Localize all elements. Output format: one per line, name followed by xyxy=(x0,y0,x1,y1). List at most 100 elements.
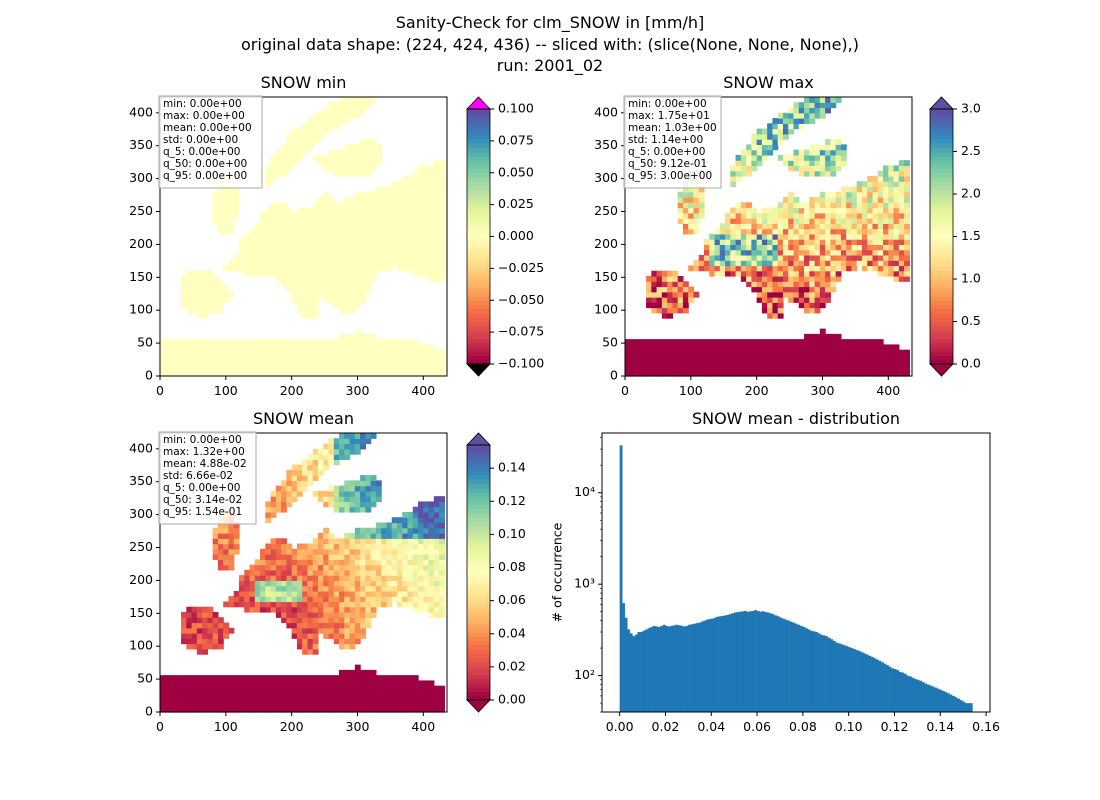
heatmap-cell xyxy=(207,281,214,288)
heatmap-cell xyxy=(191,286,198,293)
heatmap-cell xyxy=(181,617,187,624)
heatmap-cell xyxy=(433,690,440,697)
heatmap-cell xyxy=(386,354,393,361)
heatmap-cell xyxy=(433,511,440,518)
heatmap-cell xyxy=(391,596,398,603)
heatmap-cell xyxy=(439,223,445,230)
heatmap-cell xyxy=(872,228,879,235)
heatmap-cell xyxy=(344,107,351,114)
heatmap-cell xyxy=(349,339,356,346)
heatmap-cell xyxy=(439,370,445,377)
heatmap-cell xyxy=(391,706,398,713)
heatmap-cell xyxy=(207,622,214,629)
heatmap-cell xyxy=(286,212,293,219)
heatmap-cell xyxy=(286,559,293,566)
heatmap-cell xyxy=(667,339,673,346)
heatmap-cell xyxy=(693,365,700,372)
heatmap-cell xyxy=(798,212,805,219)
heatmap-cell xyxy=(381,601,388,608)
heatmap-cell xyxy=(667,270,673,277)
heatmap-cell xyxy=(375,212,382,219)
heatmap-cell xyxy=(328,233,335,240)
heatmap-cell xyxy=(370,475,377,481)
colorbar-step xyxy=(467,483,490,489)
heatmap-cell xyxy=(782,291,789,298)
heatmap-cell xyxy=(667,286,673,293)
heatmap-cell xyxy=(428,233,435,240)
heatmap-cell xyxy=(819,149,826,156)
heatmap-cell xyxy=(212,527,219,534)
histogram-bar xyxy=(632,636,636,712)
colorbar-extend-bottom xyxy=(466,699,491,713)
histogram-bar xyxy=(881,662,884,712)
heatmap-cell xyxy=(381,564,388,571)
heatmap-cell xyxy=(856,218,863,224)
heatmap-cell xyxy=(428,244,435,251)
heatmap-cell xyxy=(412,265,419,272)
colorbar-step xyxy=(930,211,953,216)
heatmap-cell xyxy=(186,690,193,697)
heatmap-cell xyxy=(402,175,409,182)
heatmap-cell xyxy=(667,312,673,319)
heatmap-cell xyxy=(217,354,224,361)
heatmap-cell xyxy=(254,606,261,613)
y-tick-label: 350 xyxy=(594,137,618,152)
heatmap-cell xyxy=(867,197,874,203)
heatmap-cell xyxy=(788,275,795,282)
heatmap-cell xyxy=(804,107,810,114)
heatmap-cell xyxy=(746,149,752,156)
heatmap-cell xyxy=(260,339,266,346)
heatmap-cell xyxy=(286,260,293,267)
heatmap-cell xyxy=(312,344,319,351)
heatmap-cell xyxy=(386,575,393,581)
heatmap-cell xyxy=(238,244,245,251)
heatmap-cell xyxy=(196,638,203,645)
heatmap-cell xyxy=(344,696,351,703)
heatmap-cell xyxy=(317,617,324,624)
heatmap-cell xyxy=(830,360,837,367)
heatmap-cell xyxy=(856,339,863,346)
heatmap-cell xyxy=(872,212,879,219)
heatmap-cell xyxy=(756,291,763,298)
heatmap-cell xyxy=(761,260,768,267)
colorbar-step xyxy=(467,564,490,569)
heatmap-cell xyxy=(265,543,272,550)
colorbar-step xyxy=(467,508,490,514)
heatmap-cell xyxy=(354,622,361,629)
heatmap-cell xyxy=(312,212,319,219)
heatmap-cell xyxy=(851,260,858,267)
heatmap-cell xyxy=(165,360,172,367)
heatmap-cell xyxy=(672,354,679,361)
heatmap-cell xyxy=(439,218,445,224)
heatmap-cell xyxy=(360,548,366,555)
heatmap-cell xyxy=(296,344,303,351)
heatmap-cell xyxy=(772,354,779,361)
heatmap-cell xyxy=(360,554,366,560)
heatmap-cell xyxy=(333,112,340,119)
heatmap-cell xyxy=(302,244,309,251)
heatmap-cell xyxy=(402,538,409,545)
heatmap-cell xyxy=(196,617,203,624)
colorbar-step xyxy=(930,228,953,233)
colorbar-step xyxy=(930,160,953,165)
heatmap-cell xyxy=(244,360,251,367)
heatmap-cell xyxy=(339,580,345,587)
heatmap-cell xyxy=(661,302,668,309)
heatmap-cell xyxy=(296,212,303,219)
heatmap-cell xyxy=(709,233,716,240)
heatmap-cell xyxy=(835,349,842,356)
colorbar-step xyxy=(930,266,953,272)
heatmap-cell xyxy=(830,202,837,209)
heatmap-cell xyxy=(423,170,430,177)
heatmap-cell xyxy=(883,360,889,367)
heatmap-cell xyxy=(751,260,758,267)
heatmap-cell xyxy=(244,339,251,346)
colorbar-step xyxy=(467,330,490,335)
heatmap-cell xyxy=(883,239,889,245)
histogram-bar xyxy=(873,658,877,712)
heatmap-cell xyxy=(275,690,282,697)
heatmap-cell xyxy=(212,701,219,708)
colorbar-step xyxy=(467,321,490,327)
heatmap-cell xyxy=(407,254,414,261)
heatmap-cell xyxy=(418,590,424,597)
